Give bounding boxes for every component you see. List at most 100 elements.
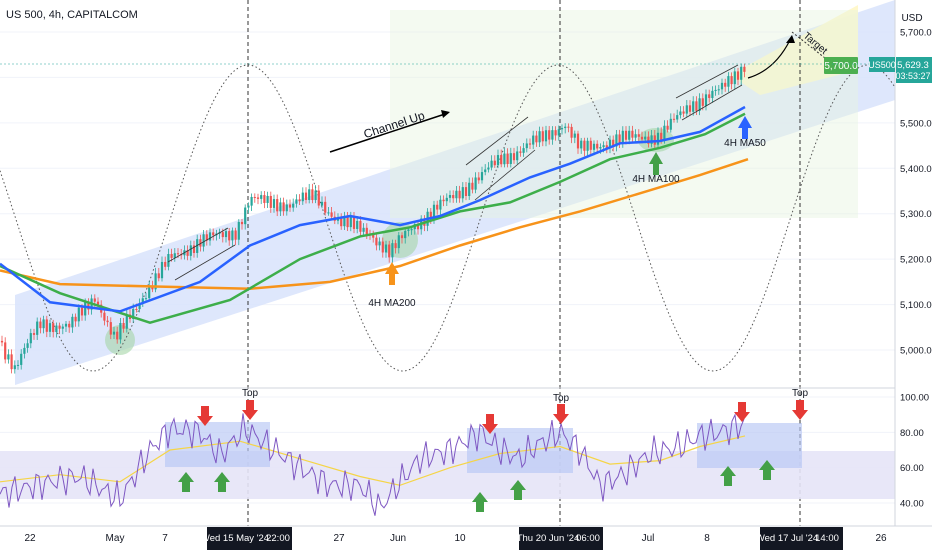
- candle-body: [605, 145, 608, 149]
- candle-body: [157, 273, 160, 279]
- candle-body: [628, 130, 631, 140]
- candle-body: [340, 218, 343, 227]
- candle-body: [10, 354, 13, 370]
- candle-body: [119, 323, 122, 340]
- candle-body: [74, 316, 77, 322]
- candle-body: [695, 101, 698, 111]
- candle-body: [151, 286, 154, 290]
- candle-body: [125, 314, 128, 329]
- candle-body: [4, 342, 7, 360]
- candle-body: [487, 167, 490, 170]
- ma200-arrow-icon: [385, 262, 399, 285]
- green-up-arrow-icon: [510, 480, 526, 500]
- candle-body: [103, 312, 106, 321]
- time-tick-label: 7: [162, 533, 168, 544]
- candle-body: [288, 204, 292, 208]
- target-price-box: [824, 57, 858, 74]
- candle-body: [669, 118, 672, 130]
- candle-body: [308, 189, 311, 200]
- rsi-line: [0, 413, 745, 516]
- candle-body: [282, 202, 285, 212]
- candle-body: [410, 229, 413, 231]
- ma200-line: [0, 158, 749, 290]
- candle-body: [26, 343, 29, 348]
- candle-body: [45, 319, 48, 332]
- price-tick-label: 5,400.0: [900, 164, 932, 175]
- candle-body: [336, 218, 340, 221]
- candle-body: [372, 235, 375, 238]
- candle-body: [650, 135, 653, 144]
- candle-body: [666, 125, 669, 130]
- candle-body: [535, 135, 538, 143]
- candle-body: [192, 245, 196, 253]
- candle-body: [173, 253, 176, 258]
- candle-body: [720, 82, 724, 90]
- candle-body: [205, 234, 208, 241]
- price-tick-label: 5,500.0: [900, 118, 932, 129]
- candle-body: [61, 326, 64, 329]
- candle-body: [583, 140, 586, 151]
- candle-body: [599, 147, 602, 149]
- candle-body: [736, 71, 740, 80]
- candle-body: [448, 195, 452, 198]
- candle-body: [512, 153, 516, 161]
- candle-body: [717, 89, 720, 91]
- candle-body: [253, 196, 256, 198]
- candle-body: [320, 201, 324, 206]
- candle-body: [208, 232, 212, 241]
- candle-body: [39, 321, 42, 329]
- candle-body: [388, 244, 391, 258]
- candle-body: [522, 148, 525, 153]
- candle-body: [570, 126, 573, 138]
- time-tick-label: 22:00: [266, 533, 290, 544]
- time-tick-label: 8: [704, 533, 710, 544]
- candle-body: [244, 207, 247, 225]
- candle-body: [679, 111, 682, 116]
- candle-body: [64, 323, 68, 327]
- candle-body: [87, 302, 90, 310]
- candle-body: [279, 202, 282, 212]
- candle-body: [132, 308, 135, 320]
- candle-body: [528, 143, 532, 145]
- ma100-label: 4H MA100: [632, 174, 680, 185]
- time-highlight-box: [207, 527, 292, 550]
- time-highlight-box: [760, 527, 843, 550]
- candle-body: [240, 221, 244, 225]
- candle-body: [500, 155, 503, 165]
- candle-body: [167, 253, 170, 267]
- candle-body: [701, 98, 704, 106]
- candle-body: [228, 231, 231, 241]
- candle-body: [644, 136, 647, 140]
- candle-body: [394, 243, 397, 249]
- candle-body: [704, 94, 708, 106]
- candle-body: [480, 172, 484, 181]
- candle-body: [237, 221, 240, 240]
- candle-body: [557, 129, 560, 136]
- candle-body: [141, 298, 144, 304]
- candle-body: [608, 139, 612, 149]
- candle-body: [474, 177, 477, 190]
- candle-body: [724, 82, 727, 87]
- price-tick-label: 5,700.0: [900, 28, 932, 39]
- rsi-axis[interactable]: 100.00 80.00 60.00 40.00: [900, 393, 929, 510]
- candle-body: [231, 230, 234, 241]
- candle-body: [314, 190, 317, 201]
- candle-body: [234, 230, 237, 240]
- candle-body: [330, 212, 333, 217]
- candle-body: [324, 201, 327, 213]
- time-tick-label: Thu 20 Jun '24: [517, 533, 580, 544]
- candle-body: [468, 182, 471, 196]
- candle-body: [551, 130, 554, 140]
- candle-body: [199, 239, 202, 247]
- candle-body: [743, 66, 746, 72]
- candle-body: [384, 244, 388, 253]
- price-tick-label: 5,200.0: [900, 255, 932, 266]
- rsi-signal-arrows: [178, 400, 808, 512]
- target-curve-arrow: [747, 39, 791, 79]
- candle-body: [685, 105, 688, 114]
- candle-body: [359, 220, 362, 232]
- candle-body: [711, 90, 714, 99]
- candle-body: [471, 182, 474, 190]
